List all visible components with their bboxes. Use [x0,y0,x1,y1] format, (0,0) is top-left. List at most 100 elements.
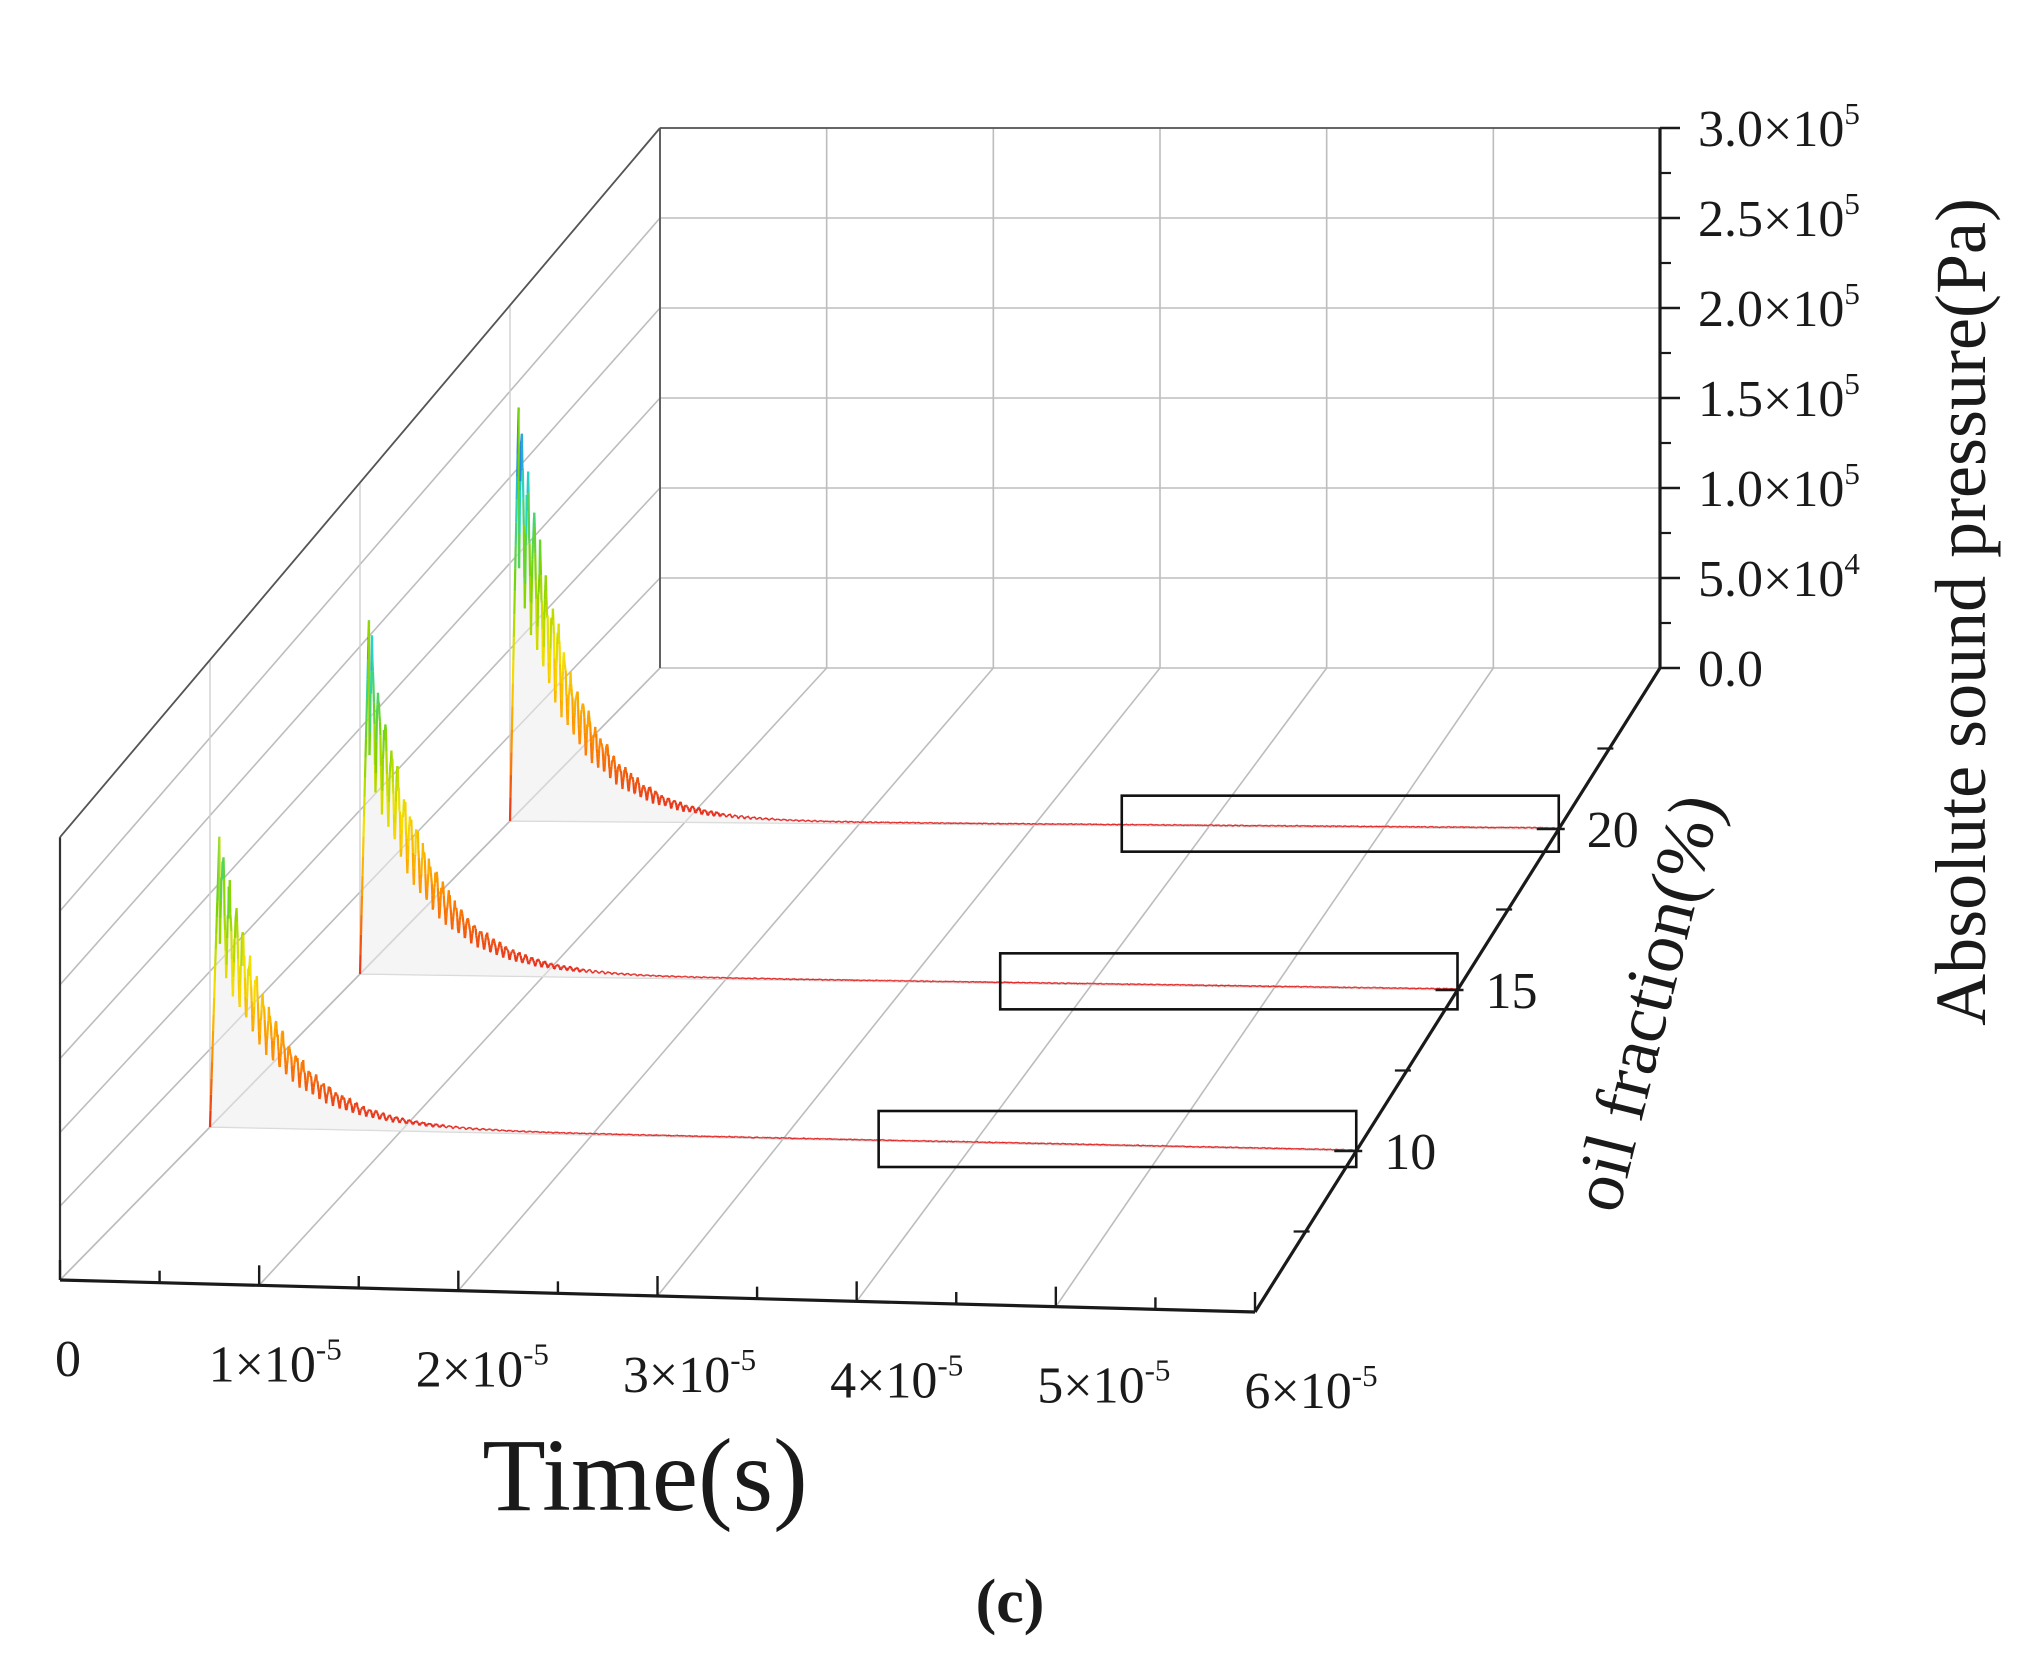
series-10-segment [302,1060,305,1071]
series-10-segment [375,1111,379,1114]
series-10-segment [489,1128,491,1131]
series-10-segment [369,1109,372,1112]
series-10-segment [316,1084,320,1090]
series-10-segment [423,1121,426,1124]
series-10-segment [223,916,227,931]
series-10-segment [377,1115,380,1118]
series-10-segment [288,1048,292,1054]
series-10-segment [430,1123,433,1126]
series-10-segment [252,1015,255,1027]
series-10-segment [439,1125,443,1128]
series-10-segment [317,1088,320,1093]
series-10-segment [279,1042,283,1054]
series-10-segment [213,981,216,999]
series-10-segment [416,1120,419,1123]
series-10-segment [303,1071,306,1074]
series-10-segment [375,1110,378,1113]
series-10-segment [283,1057,287,1065]
series-10-segment [362,1105,366,1110]
series-10-segment [278,1057,282,1067]
series-10-segment [414,1120,418,1123]
series-10-segment [359,1109,362,1112]
series-10-segment [389,1116,393,1119]
series-10-segment [343,1099,347,1104]
series-10-segment [305,1081,309,1085]
series-10-segment [291,1076,295,1082]
series-20-area [510,407,1559,829]
series-10-segment [238,985,242,1007]
series-10-segment [283,1048,287,1058]
series-10-segment [212,997,216,1015]
series-10-segment [228,880,232,914]
series-10-segment [318,1092,322,1098]
series-10-segment [292,1067,295,1077]
series-10-segment [416,1121,419,1124]
series-10-segment [373,1111,377,1114]
series-10-segment [296,1057,300,1067]
series-10-segment [216,885,219,902]
series-10-segment [233,919,237,938]
series-10-segment [286,1050,290,1061]
series-10-segment [380,1113,383,1116]
series-10-segment [213,965,217,982]
series-10-segment [307,1070,311,1073]
series-10-segment [325,1098,328,1104]
series-10-segment [336,1096,340,1100]
series-10-segment [442,1124,445,1127]
series-10-segment [448,1125,451,1127]
series-10-segment [292,1064,296,1069]
series-10-segment [351,1111,355,1114]
series-10-segment [299,1074,302,1080]
series-10-segment [279,1053,282,1058]
series-10-segment [420,1121,423,1124]
series-10-segment [258,1021,262,1035]
series-10-segment [363,1109,366,1112]
series-10-segment [232,962,236,977]
series-10-segment [286,1060,289,1064]
series-10-segment [262,1004,265,1007]
series-15-area [360,620,1458,990]
series-10-segment [257,1019,261,1032]
series-10 [208,836,1358,1169]
series-10-segment [475,1127,477,1130]
series-10-segment [211,1030,215,1047]
series-10-segment [398,1121,402,1124]
series-10-segment [328,1086,332,1089]
series-10-segment [332,1098,336,1102]
series-10-segment [463,1126,465,1129]
series-10-segment [491,1129,494,1132]
series-10-segment [209,1078,213,1095]
series-10-segment [247,965,251,977]
series-10-segment [460,1126,463,1129]
series-10-segment [476,1127,478,1130]
series-10-segment [330,1094,334,1100]
series-10-segment [253,984,256,1007]
series-10-segment [209,1094,213,1111]
series-10-segment [410,1121,414,1124]
series-10-segment [225,964,228,979]
series-layer [208,407,1561,1169]
series-10-segment [229,920,233,932]
series-10-segment [265,1035,269,1042]
series-10-segment [261,993,265,1005]
series-10-segment [440,1124,443,1127]
series-10-segment [387,1115,390,1118]
series-10-segment [222,857,226,879]
series-10-segment [331,1101,335,1107]
series-10-segment [281,1030,284,1033]
series-10-segment [329,1092,333,1096]
series-10-segment [270,1036,274,1041]
series-10-segment [303,1072,307,1081]
series-10-segment [366,1111,369,1114]
series-10-segment [313,1081,316,1084]
series-10-segment [382,1113,386,1117]
series-10-segment [419,1122,422,1125]
series-10-segment [241,932,245,936]
series-10-segment [297,1071,301,1082]
series-10-segment [405,1122,408,1125]
series-10-segment [379,1116,382,1119]
series-10-segment [365,1114,368,1117]
series-10-segment [316,1080,319,1085]
series-10-segment [237,959,240,980]
series-10-segment [224,930,227,952]
